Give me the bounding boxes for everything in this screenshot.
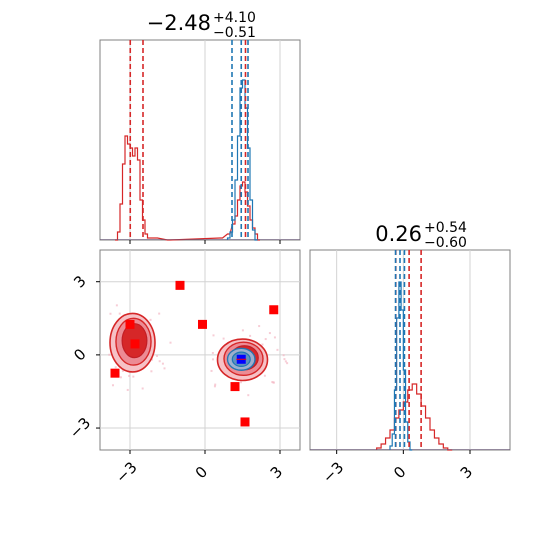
sample-speck	[158, 360, 161, 363]
sample-speck	[119, 376, 122, 379]
histogram-series-0	[376, 383, 453, 451]
sample-speck	[150, 370, 153, 373]
sample-speck	[111, 384, 114, 387]
sample-speck	[284, 360, 287, 363]
sample-speck	[109, 312, 112, 315]
sample-speck	[283, 358, 286, 361]
quantile-lines	[129, 40, 249, 240]
sample-speck	[249, 334, 252, 337]
point-6	[230, 382, 240, 392]
sample-speck	[158, 312, 161, 315]
sample-speck	[276, 348, 279, 351]
sample-speck	[211, 358, 214, 361]
point-3	[269, 305, 279, 315]
point-1	[125, 319, 135, 329]
sample-speck	[118, 312, 121, 315]
sample-speck	[241, 329, 244, 332]
sample-speck	[247, 394, 250, 397]
sample-speck	[132, 375, 135, 378]
point-2	[198, 319, 207, 329]
sample-speck	[258, 325, 261, 328]
quantile-lines	[394, 250, 422, 450]
sample-speck	[115, 304, 118, 307]
sample-speck	[263, 374, 266, 377]
title-upper-error: +4.10	[213, 10, 256, 26]
sample-speck	[128, 374, 131, 377]
point-7	[240, 417, 250, 427]
scatter-panel-bottom-left: −3 0 3 −303	[66, 249, 301, 487]
sample-speck	[114, 366, 117, 369]
sample-speck	[210, 369, 213, 372]
sample-speck	[239, 381, 242, 384]
title-lower-error: −0.51	[213, 25, 256, 41]
point-4	[130, 339, 140, 349]
panel-frame	[99, 39, 301, 241]
sample-speck	[121, 369, 124, 372]
sample-speck	[161, 362, 164, 365]
title-upper-error: +0.54	[424, 220, 467, 236]
sample-speck	[150, 358, 153, 361]
title-value: −2.48	[147, 11, 211, 35]
title-lower-error: −0.60	[424, 235, 467, 251]
sample-speck	[268, 332, 271, 335]
sample-speck	[156, 354, 159, 357]
sample-speck	[212, 334, 215, 337]
highlight-point	[236, 354, 247, 364]
sample-speck	[222, 337, 225, 340]
histograms	[310, 281, 510, 451]
sample-speck	[211, 351, 214, 354]
histogram-panel-top-left: −2.48 +4.10 −0.51	[99, 10, 301, 244]
sample-speck	[271, 381, 274, 384]
x-ticks	[129, 450, 281, 454]
sample-speck	[163, 367, 166, 370]
sample-speck	[141, 387, 144, 390]
sample-speck	[261, 343, 264, 346]
x-ticks	[129, 240, 281, 244]
red-square-points	[110, 280, 279, 427]
panel-frame	[309, 249, 511, 451]
histogram-panel-bottom-right: −3 0 3 0.26 +0.54 −0.60	[309, 220, 511, 487]
sample-speck	[264, 338, 267, 341]
sample-speck	[213, 385, 216, 388]
sample-speck	[272, 381, 275, 384]
histogram-series-1	[389, 281, 413, 451]
sample-speck	[149, 318, 152, 321]
y-ticks	[96, 281, 100, 429]
sample-speck	[126, 388, 129, 391]
sample-speck	[273, 336, 276, 339]
point-5	[110, 368, 120, 378]
sample-speck	[108, 353, 111, 356]
x-ticks	[336, 450, 471, 454]
sample-speck	[169, 341, 172, 344]
point-0	[175, 280, 185, 290]
sample-speck	[214, 383, 217, 386]
histogram-series-0	[115, 135, 260, 241]
sample-speck	[286, 362, 289, 365]
sample-speck	[282, 354, 285, 357]
title-value: 0.26	[375, 222, 422, 246]
